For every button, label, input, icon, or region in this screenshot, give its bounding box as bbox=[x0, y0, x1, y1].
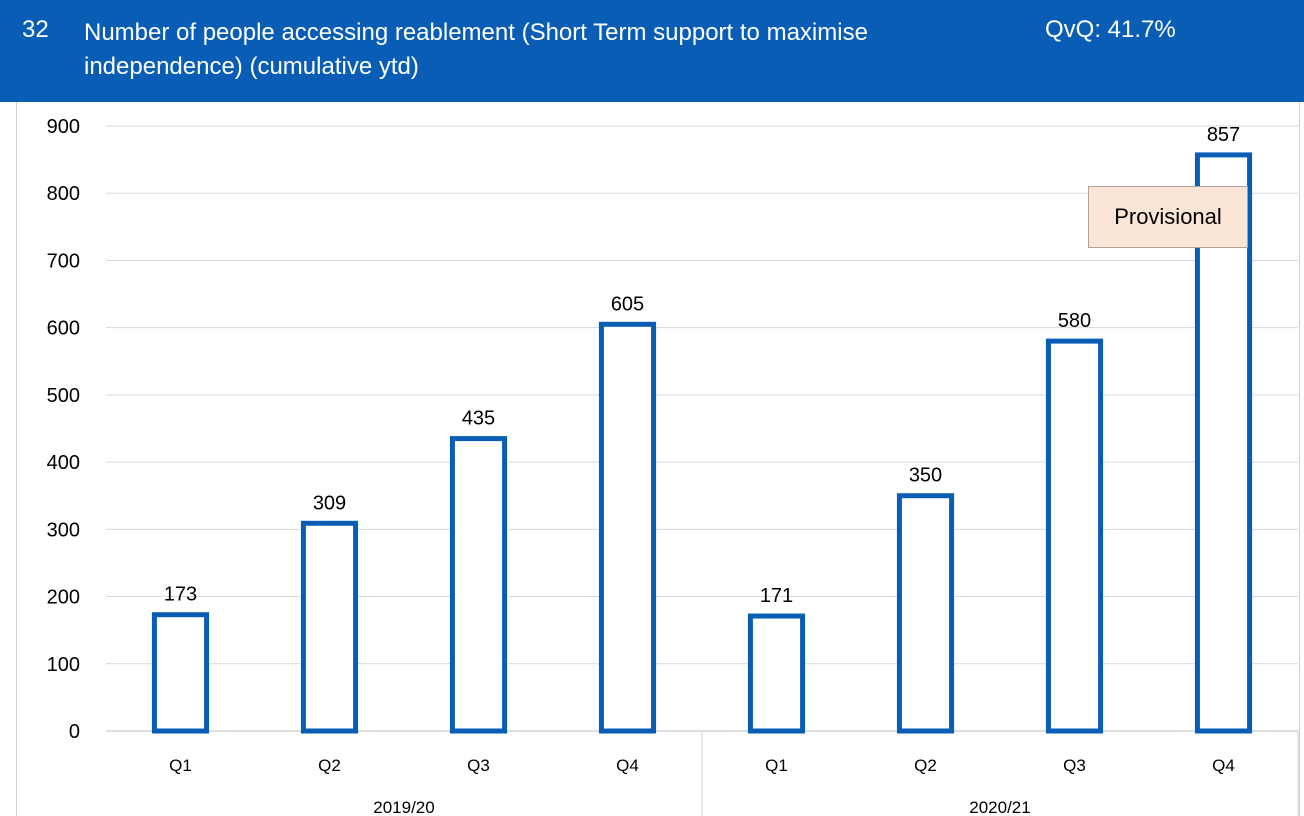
group-label: 2019/20 bbox=[373, 798, 434, 816]
x-tick-label: Q2 bbox=[914, 756, 937, 775]
x-tick-label: Q4 bbox=[616, 756, 639, 775]
data-label: 173 bbox=[164, 584, 197, 606]
chart-header: 32 Number of people accessing reablement… bbox=[0, 0, 1304, 102]
x-tick-label: Q1 bbox=[169, 756, 192, 775]
x-tick-label: Q3 bbox=[1063, 756, 1086, 775]
bar bbox=[1194, 152, 1253, 734]
y-tick-label: 500 bbox=[47, 385, 80, 407]
data-label: 435 bbox=[462, 408, 495, 430]
bar bbox=[300, 520, 359, 734]
y-tick-label: 100 bbox=[47, 654, 80, 676]
y-tick-label: 400 bbox=[47, 452, 80, 474]
bar bbox=[449, 436, 508, 734]
qvq-value: QvQ: 41.7% bbox=[1045, 16, 1176, 43]
data-label: 171 bbox=[760, 585, 793, 607]
y-tick-label: 200 bbox=[47, 587, 80, 609]
y-tick-label: 0 bbox=[69, 721, 80, 743]
x-tick-label: Q4 bbox=[1212, 756, 1235, 775]
indicator-number: 32 bbox=[22, 16, 49, 43]
y-tick-label: 600 bbox=[47, 318, 80, 340]
x-tick-label: Q1 bbox=[765, 756, 788, 775]
y-tick-label: 800 bbox=[47, 183, 80, 205]
data-label: 605 bbox=[611, 293, 644, 315]
provisional-callout: Provisional bbox=[1088, 186, 1248, 248]
x-tick-label: Q3 bbox=[467, 756, 490, 775]
y-tick-label: 900 bbox=[47, 116, 80, 138]
chart-frame bbox=[16, 102, 1300, 816]
bar bbox=[1045, 338, 1104, 734]
x-tick-label: Q2 bbox=[318, 756, 341, 775]
bar bbox=[598, 321, 657, 734]
data-label: 580 bbox=[1058, 310, 1091, 332]
bar bbox=[151, 612, 210, 734]
data-label: 857 bbox=[1207, 124, 1240, 146]
data-label: 309 bbox=[313, 492, 346, 514]
y-tick-label: 700 bbox=[47, 250, 80, 272]
group-label: 2020/21 bbox=[969, 798, 1030, 816]
data-label: 350 bbox=[909, 465, 942, 487]
bar bbox=[747, 613, 806, 734]
y-tick-label: 300 bbox=[47, 519, 80, 541]
chart-title: Number of people accessing reablement (S… bbox=[84, 19, 868, 80]
bar bbox=[896, 493, 955, 734]
